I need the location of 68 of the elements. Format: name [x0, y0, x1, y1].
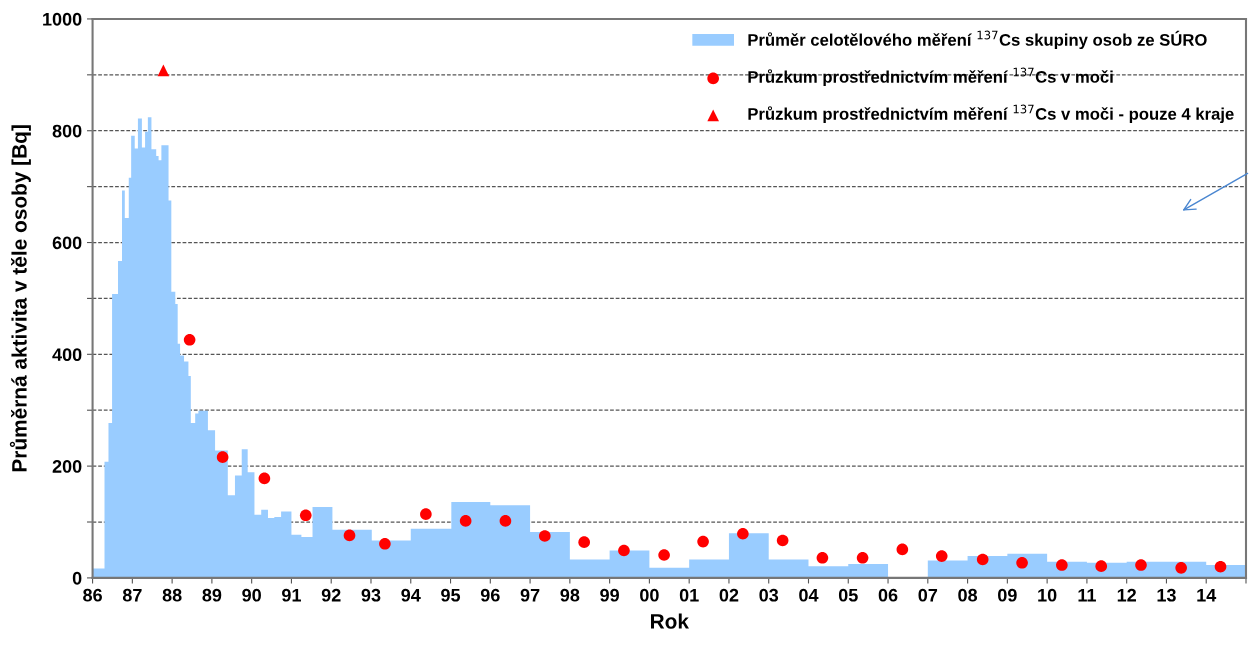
x-tick-label: 11	[1078, 588, 1096, 602]
point	[343, 529, 356, 542]
point	[299, 509, 312, 522]
y-tick-label: 800	[52, 124, 82, 138]
x-tick-label: 92	[321, 588, 341, 602]
point	[578, 536, 590, 548]
x-tick-label: 91	[282, 588, 301, 602]
point	[1095, 560, 1108, 572]
point	[618, 544, 630, 557]
point	[499, 515, 512, 527]
x-tick-label: 94	[401, 588, 421, 602]
point	[157, 64, 170, 77]
point	[538, 530, 551, 542]
point	[1175, 562, 1187, 574]
x-axis-title: Rok	[651, 613, 689, 629]
legend-label: Průzkum prostřednictvím měření $^{137}$Cs v moči	[748, 67, 1113, 87]
legend-label: Průzkum prostřednictvím měření $^{137}$Cs v moči - pouze 4 kraje	[748, 104, 1234, 124]
x-tick-label: 02	[719, 588, 739, 602]
x-tick-label: 07	[918, 588, 938, 602]
x-tick-label: 86	[83, 588, 102, 602]
y-axis-title: Průměrná aktivita v těle osoby [Bq]	[9, 125, 31, 472]
y-tick-label: 0	[72, 571, 82, 585]
x-tick-label: 95	[441, 588, 461, 602]
x-tick-label: 01	[679, 588, 699, 602]
y-tick-label: 400	[52, 348, 82, 362]
point	[776, 534, 789, 547]
point	[856, 551, 869, 564]
y-tick-label: 600	[52, 236, 82, 250]
x-tick-label: 06	[878, 588, 898, 602]
x-tick-label: 89	[202, 588, 222, 602]
x-tick-label: 10	[1038, 588, 1057, 602]
point	[1214, 560, 1227, 573]
point	[420, 508, 432, 520]
legend-label: Průměr celotělového měření $^{137}$Cs skupiny osob ze SÚRO	[748, 30, 1207, 50]
point	[1016, 557, 1028, 569]
point	[935, 550, 948, 562]
point	[896, 543, 909, 556]
y-tick-label: 200	[52, 460, 82, 473]
point	[1056, 559, 1068, 571]
y-tick-label: 1000	[43, 12, 82, 26]
x-tick-label: 03	[759, 588, 779, 602]
x-tick-label: 93	[361, 588, 381, 602]
point	[697, 535, 709, 548]
x-tick-label: 88	[162, 588, 182, 602]
point	[658, 549, 670, 561]
point	[976, 553, 989, 566]
point	[1135, 559, 1147, 571]
x-tick-label: 13	[1157, 588, 1176, 602]
x-tick-label: 08	[958, 588, 978, 602]
x-tick-label: 12	[1117, 588, 1136, 602]
point	[737, 527, 749, 540]
x-tick-label: 97	[520, 588, 540, 602]
x-tick-label: 14	[1197, 588, 1217, 602]
point	[379, 538, 391, 550]
x-tick-label: 98	[560, 588, 580, 602]
x-tick-label: 87	[122, 588, 142, 602]
x-tick-label: 99	[600, 588, 619, 602]
point	[258, 472, 271, 485]
x-tick-label: 04	[799, 588, 819, 602]
x-tick-label: 96	[480, 588, 500, 602]
point	[216, 451, 229, 463]
x-tick-label: 05	[838, 588, 858, 602]
point	[183, 333, 196, 346]
point	[816, 551, 829, 564]
x-tick-label: 09	[998, 588, 1017, 602]
point	[459, 515, 472, 527]
x-tick-label: 90	[242, 588, 261, 602]
x-tick-label: 00	[640, 588, 659, 602]
